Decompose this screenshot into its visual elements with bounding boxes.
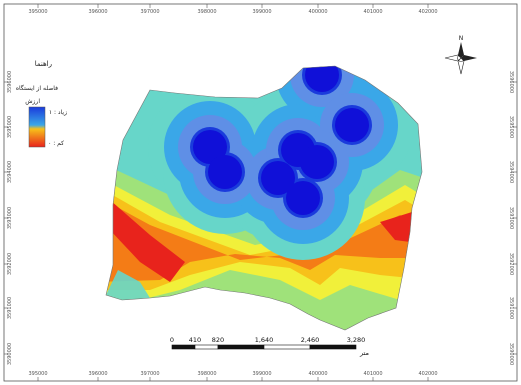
y-tick-label: 3595000 xyxy=(508,116,514,138)
y-tick-label: 3594000 xyxy=(7,161,13,183)
x-tick-label: 402000 xyxy=(418,371,437,377)
legend-value-label: ارزش xyxy=(25,98,40,105)
station-core xyxy=(261,161,295,195)
north-arrow-icon: N xyxy=(444,35,477,75)
distance-raster xyxy=(106,66,422,330)
legend-low-label: کم : ۰ xyxy=(48,140,64,147)
x-tick-label: 395000 xyxy=(28,371,47,377)
y-grid-ticks-left: 3596000 3595000 3594000 3593000 3592000 35910… xyxy=(4,71,13,365)
station-core xyxy=(300,145,334,179)
x-tick-label: 402000 xyxy=(418,9,437,15)
scale-tick-label: 0 xyxy=(170,336,174,344)
y-tick-label: 3593000 xyxy=(508,207,514,229)
x-tick-label: 399000 xyxy=(252,9,271,15)
x-tick-label: 398000 xyxy=(197,9,216,15)
legend: راهنما فاصله از ایستگاه ارزش زیاد : ۱ کم… xyxy=(16,60,67,148)
x-tick-label: 400000 xyxy=(308,371,327,377)
north-label: N xyxy=(459,35,464,42)
scale-tick-label: 2,460 xyxy=(301,336,320,344)
y-tick-label: 3590000 xyxy=(7,343,13,365)
station-core xyxy=(208,155,242,189)
y-tick-label: 3590000 xyxy=(508,343,514,365)
scale-bar-segments xyxy=(171,344,357,350)
y-tick-label: 3592000 xyxy=(508,253,514,275)
scale-bar: 0 410 820 1,640 2,460 3,280 متر xyxy=(170,336,369,357)
y-tick-label: 3596000 xyxy=(508,71,514,93)
y-tick-label: 3596000 xyxy=(7,71,13,93)
scale-tick-label: 3,280 xyxy=(347,336,366,344)
scale-bar-unit: متر xyxy=(359,349,369,357)
scale-bar-labels: 0 410 820 1,640 2,460 3,280 xyxy=(170,336,365,344)
y-tick-label: 3593000 xyxy=(7,207,13,229)
station-core xyxy=(193,130,227,164)
legend-color-ramp xyxy=(28,106,46,148)
x-tick-label: 396000 xyxy=(88,371,107,377)
x-grid-ticks-bottom: 395000 396000 397000 398000 399000 400000 4010… xyxy=(28,371,438,381)
y-tick-label: 3591000 xyxy=(508,297,514,319)
legend-high-label: زیاد : ۱ xyxy=(49,109,67,116)
y-grid-ticks-right: 3596000 3595000 3594000 3593000 3592000 35910… xyxy=(508,71,517,365)
x-tick-label: 399000 xyxy=(252,371,271,377)
station-buffer-rings xyxy=(148,66,414,260)
x-tick-label: 397000 xyxy=(140,371,159,377)
legend-title: راهنما xyxy=(35,60,52,68)
scale-tick-label: 1,640 xyxy=(255,336,274,344)
x-tick-label: 401000 xyxy=(363,371,382,377)
y-tick-label: 3595000 xyxy=(7,116,13,138)
y-tick-label: 3594000 xyxy=(508,161,514,183)
x-tick-label: 395000 xyxy=(28,9,47,15)
y-tick-label: 3592000 xyxy=(7,253,13,275)
x-tick-label: 400000 xyxy=(308,9,327,15)
legend-subtitle: فاصله از ایستگاه xyxy=(16,84,58,92)
x-tick-label: 397000 xyxy=(140,9,159,15)
x-tick-label: 401000 xyxy=(363,9,382,15)
scale-tick-label: 410 xyxy=(189,336,201,344)
x-tick-label: 396000 xyxy=(88,9,107,15)
y-tick-label: 3591000 xyxy=(7,297,13,319)
x-tick-label: 398000 xyxy=(197,371,216,377)
scale-tick-label: 820 xyxy=(212,336,224,344)
x-grid-ticks-top: 395000 396000 397000 398000 399000 400000 4010… xyxy=(28,4,438,15)
station-core xyxy=(335,108,369,142)
station-core xyxy=(286,181,320,215)
